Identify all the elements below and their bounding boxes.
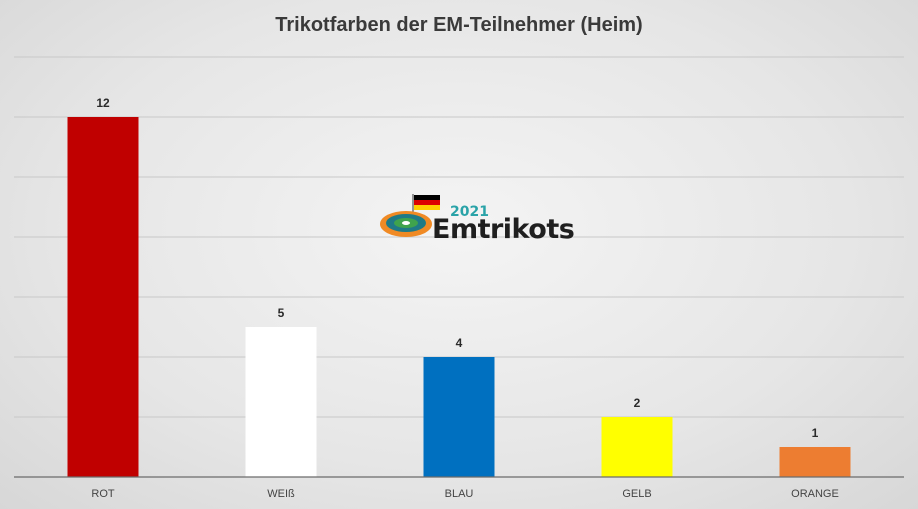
data-label: 5 bbox=[278, 306, 285, 320]
watermark-logo: 2021 Emtrikots bbox=[378, 194, 588, 245]
x-tick-label: WEIß bbox=[267, 488, 295, 500]
x-tick-label: GELB bbox=[622, 488, 651, 500]
bar bbox=[423, 357, 495, 477]
data-label: 4 bbox=[456, 336, 463, 350]
bar bbox=[67, 117, 139, 477]
data-label: 2 bbox=[634, 396, 641, 410]
data-label: 12 bbox=[96, 96, 110, 110]
stadium-flag-icon bbox=[380, 194, 440, 237]
logo-text: Emtrikots bbox=[432, 214, 575, 245]
data-label: 1 bbox=[812, 426, 819, 440]
bar bbox=[779, 447, 851, 477]
x-tick-label: ORANGE bbox=[791, 488, 839, 500]
chart-title: Trikotfarben der EM-Teilnehmer (Heim) bbox=[275, 14, 643, 36]
x-tick-label: BLAU bbox=[445, 488, 474, 500]
bar bbox=[245, 327, 317, 477]
logo-year: 2021 bbox=[450, 204, 489, 220]
x-tick-label: ROT bbox=[91, 488, 115, 500]
bar bbox=[601, 417, 673, 477]
